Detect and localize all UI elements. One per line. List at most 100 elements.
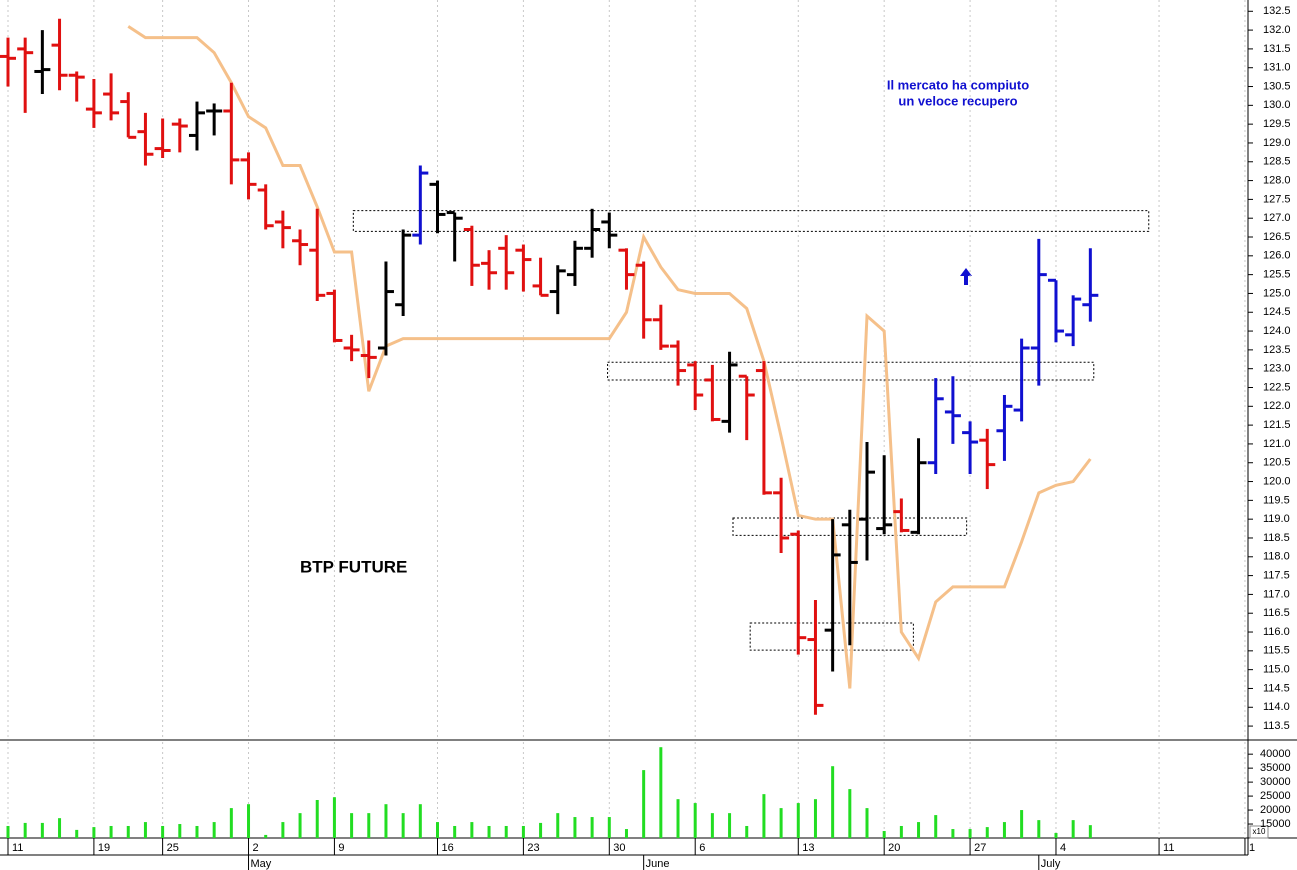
x-tick-label: 19 (98, 842, 110, 854)
volume-bar (642, 770, 646, 838)
volume-bar (229, 808, 233, 838)
x-tick-label: 13 (802, 842, 814, 854)
x-tick-label: 11 (12, 842, 23, 854)
x-tick-label: 1 (1249, 842, 1255, 854)
volume-bar (951, 829, 955, 838)
y-tick-label: 114.0 (1263, 701, 1290, 713)
month-label: June (646, 858, 670, 870)
y-tick-label: 131.5 (1263, 43, 1291, 55)
volume-bar (624, 829, 628, 838)
x-tick-label: 25 (167, 842, 179, 854)
y-tick-label: 118.0 (1263, 551, 1290, 563)
volume-bar (1020, 810, 1024, 838)
volume-bar (985, 827, 989, 838)
volume-bar (899, 825, 903, 838)
volume-bar (143, 822, 147, 838)
volume-bar (75, 829, 79, 838)
volume-bar (556, 813, 560, 838)
y-tick-label: 30000 (1260, 776, 1291, 788)
y-tick-label: 130.5 (1263, 80, 1291, 92)
volume-bar (573, 817, 577, 838)
y-tick-label: 115.5 (1263, 645, 1290, 657)
x-tick-label: 16 (442, 842, 454, 854)
volume-bar (418, 804, 422, 838)
x-tick-label: 9 (338, 842, 344, 854)
y-tick-label: 132.0 (1263, 24, 1291, 36)
y-tick-label: 120.5 (1263, 457, 1291, 469)
x-tick-label: 2 (253, 842, 259, 854)
y-tick-label: 40000 (1260, 748, 1291, 760)
volume-bar (1054, 832, 1058, 838)
x-tick-label: 4 (1060, 842, 1066, 854)
x-tick-label: 23 (527, 842, 539, 854)
volume-bar (40, 822, 44, 838)
volume-bar (332, 797, 336, 838)
volume-bar (607, 817, 611, 838)
y-tick-label: 121.0 (1263, 438, 1291, 450)
volume-bar (813, 799, 817, 838)
y-tick-label: 113.5 (1263, 720, 1290, 732)
volume-bar (882, 831, 886, 838)
x-tick-label: 6 (699, 842, 705, 854)
volume-bar (590, 817, 594, 838)
volume-bar (745, 825, 749, 838)
volume-bar (1037, 820, 1041, 838)
y-tick-label: 123.0 (1263, 363, 1291, 375)
y-tick-label: 122.0 (1263, 400, 1291, 412)
volume-bar (521, 825, 525, 838)
volume-bar (710, 813, 714, 838)
x-tick-label: 27 (974, 842, 986, 854)
volume-bar (1088, 825, 1092, 838)
volume-bar (934, 815, 938, 838)
y-tick-label: 119.0 (1263, 513, 1290, 525)
y-tick-label: 124.0 (1263, 325, 1291, 337)
y-tick-label: 121.5 (1263, 419, 1291, 431)
volume-bar (1071, 820, 1075, 838)
y-tick-label: 125.5 (1263, 269, 1291, 281)
month-label: July (1041, 858, 1061, 870)
volume-bar (384, 804, 388, 838)
y-tick-label: 123.5 (1263, 344, 1291, 356)
arrow (960, 268, 972, 285)
volume-bar (178, 824, 182, 838)
volume-bar (350, 813, 354, 838)
volume-bar (23, 822, 27, 838)
volume-bar (779, 808, 783, 838)
y-tick-label: 126.5 (1263, 231, 1291, 243)
chart-title: BTP FUTURE (300, 557, 407, 576)
volume-bar (728, 813, 732, 838)
volume-bar (367, 813, 371, 838)
volume-bar (264, 834, 268, 838)
y-tick-label: 20000 (1260, 804, 1291, 816)
volume-bar (212, 822, 216, 838)
y-tick-label: 120.0 (1263, 475, 1291, 487)
month-label: May (251, 858, 272, 870)
volume-note: x10 (1253, 827, 1266, 836)
volume-bar (659, 747, 663, 838)
volume-bar (109, 825, 113, 838)
x-tick-label: 11 (1163, 842, 1174, 854)
volume-bar (487, 825, 491, 838)
y-tick-label: 128.0 (1263, 174, 1291, 186)
x-tick-label: 20 (888, 842, 900, 854)
volume-bar (848, 789, 852, 838)
volume-bar (195, 825, 199, 838)
volume-bar (315, 800, 319, 838)
y-tick-label: 132.5 (1263, 5, 1291, 17)
y-tick-label: 125.0 (1263, 287, 1291, 299)
annotation: Il mercato ha compiuto (887, 77, 1029, 92)
y-tick-label: 35000 (1260, 762, 1291, 774)
volume-bar (504, 825, 508, 838)
y-tick-label: 117.5 (1263, 570, 1290, 582)
volume-bar (281, 822, 285, 838)
volume-bar (247, 804, 251, 838)
x-tick-label: 30 (613, 842, 625, 854)
y-tick-label: 116.0 (1263, 626, 1290, 638)
volume-bar (865, 808, 869, 838)
y-tick-label: 127.0 (1263, 212, 1291, 224)
volume-bar (1002, 822, 1006, 838)
y-tick-label: 115.0 (1263, 664, 1290, 676)
note-box (1249, 825, 1269, 839)
